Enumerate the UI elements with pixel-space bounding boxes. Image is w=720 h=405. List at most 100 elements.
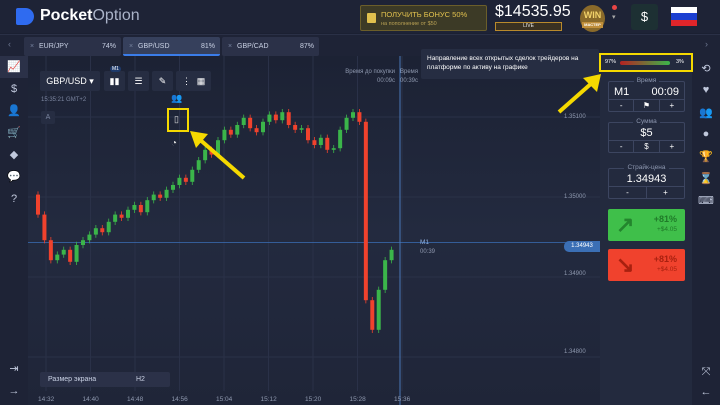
layout-grid-icon[interactable]: ▦ (191, 71, 211, 91)
x-tick: 14:40 (82, 396, 99, 403)
flag-icon[interactable]: ⚑ (634, 100, 660, 111)
chart-icon[interactable]: 📈 (0, 56, 28, 78)
candle-down (48, 240, 53, 261)
candle-down (100, 228, 105, 233)
header: PocketOption ПОЛУЧИТЬ БОНУС 50% на попол… (0, 0, 720, 33)
buy-profit: +$4.05 (656, 226, 677, 233)
coin-icon[interactable]: ● (702, 128, 710, 140)
help-icon[interactable]: ? (10, 193, 18, 205)
pie-chart-icon[interactable]: ◔ (171, 138, 178, 149)
candle-down (357, 112, 362, 122)
candle-down (370, 300, 375, 330)
close-icon[interactable]: × (228, 43, 233, 50)
strike-plus-button[interactable]: + (663, 188, 668, 197)
time-mode[interactable]: M1 (614, 86, 630, 98)
tab-label: EUR/JPY (39, 43, 69, 50)
strike-minus-button[interactable]: - (609, 187, 647, 198)
account-type-badge[interactable]: LIVE (495, 22, 562, 31)
sell-button[interactable]: ↘ +81% +$4.05 (608, 249, 685, 281)
time-minus-button[interactable]: - (609, 100, 635, 111)
candle-up (81, 240, 85, 245)
social-icon[interactable]: 👥 (699, 107, 713, 119)
asset-name: GBP/USD (46, 76, 87, 86)
level-badge[interactable]: WIN МАСТЕР (580, 5, 605, 32)
tab-gbp-usd[interactable]: × GBP/USD 81% (123, 37, 220, 56)
purchase-time-value: 00:09с (376, 78, 395, 84)
diamond-icon[interactable]: ◆ (9, 149, 19, 161)
candle-up (164, 189, 169, 198)
candle-up (351, 112, 355, 118)
arrow-pointer-left (190, 131, 246, 180)
time-plus-button[interactable]: + (669, 101, 675, 110)
y-tick: 1.34900 (564, 271, 586, 277)
arrow-up-right-icon: ↗ (616, 212, 635, 237)
tab-eur-jpy[interactable]: × EUR/JPY 74% (24, 37, 121, 56)
tab-label: GBP/USD (138, 43, 170, 50)
amount-minus-button[interactable]: - (609, 141, 635, 152)
dollar-icon[interactable]: $ (10, 83, 18, 95)
candle-down (42, 214, 47, 241)
interval-badge: M1 (110, 66, 121, 72)
traders-icon[interactable]: 👥 (171, 93, 183, 103)
balance[interactable]: $14535.95 (495, 3, 571, 20)
sentiment-buy: 3% (676, 59, 684, 65)
chat-icon[interactable]: 💬 (7, 171, 21, 183)
arrow-left-icon[interactable]: ← (700, 386, 712, 398)
screen-size-control[interactable]: Размер экрана H2 (40, 372, 170, 387)
left-sidebar: 📈 $ 👤 🛒 ◆ 💬 ? ⇥ → (0, 56, 28, 405)
time-value[interactable]: 00:09 (651, 86, 679, 98)
logo[interactable]: PocketOption (40, 7, 140, 25)
candle-up (190, 169, 195, 182)
deposit-button[interactable]: $ (631, 4, 658, 30)
candle-up (261, 121, 265, 133)
chevron-down-icon[interactable]: ▾ (612, 14, 616, 21)
asset-selector[interactable]: GBP/USD ▾ (40, 71, 100, 91)
chevron-left-icon[interactable]: ‹ (8, 39, 11, 49)
candle-down (306, 128, 310, 141)
timer-label: M1 (420, 239, 430, 246)
candle-up (331, 148, 336, 150)
settings-icon[interactable]: ☰ (128, 71, 149, 91)
close-icon[interactable]: × (30, 43, 35, 50)
indicator-button[interactable]: A (41, 111, 55, 124)
keyboard-icon[interactable]: ⌨ (698, 195, 714, 207)
hourglass-icon[interactable]: ⌛ (699, 173, 713, 185)
candle-up (61, 249, 66, 255)
x-tick: 14:48 (127, 396, 144, 403)
screen-size-value[interactable]: H2 (136, 376, 145, 383)
tab-gbp-cad[interactable]: × GBP/CAD 87% (222, 37, 319, 56)
pulse-icon[interactable]: ♥ (702, 84, 710, 96)
candles-layer (28, 56, 600, 405)
amount-plus-button[interactable]: + (669, 142, 675, 151)
cart-icon[interactable]: 🛒 (7, 127, 21, 139)
currency-button[interactable]: $ (634, 141, 660, 152)
candle-up (196, 160, 201, 170)
russia-flag-icon[interactable] (671, 7, 697, 26)
candle-up (126, 209, 130, 218)
strike-label: Страйк-цена (624, 164, 669, 171)
candle-up (338, 129, 343, 149)
candle-down (254, 128, 259, 133)
trophy-icon[interactable]: 🏆 (699, 151, 713, 163)
amount-input[interactable]: $5 (640, 127, 653, 139)
candle-up (151, 194, 156, 201)
fullscreen-icon[interactable]: ⤧ (701, 366, 711, 378)
purchase-time-label: Время до покупки (345, 69, 395, 75)
sentiment-icon[interactable]: ▯ (174, 114, 179, 124)
strike-input[interactable]: 1.34943 (626, 173, 667, 185)
drawing-icon[interactable]: ✎ (152, 71, 173, 91)
chevron-right-icon[interactable]: › (705, 39, 708, 49)
candle-up (267, 114, 272, 122)
user-icon[interactable]: 👤 (7, 105, 21, 117)
history-icon[interactable]: ⟲ (701, 63, 711, 75)
arrow-right-icon[interactable]: → (8, 385, 20, 397)
bonus-button[interactable]: ПОЛУЧИТЬ БОНУС 50% на пополнение от $50 (360, 5, 487, 31)
buy-button[interactable]: ↗ +81% +$4.05 (608, 209, 685, 241)
price-chart[interactable]: GBP/USD ▾ ▮▮ M1 ☰ ✎ ⋮ ▦ 15:35:21 GMT+2 A… (28, 56, 600, 405)
close-icon[interactable]: × (129, 43, 134, 50)
chart-type-button[interactable]: ▮▮ (104, 71, 125, 91)
logout-icon[interactable]: ⇥ (9, 363, 19, 375)
candle-up (383, 260, 388, 290)
notification-dot (612, 5, 617, 10)
candle-up (93, 228, 98, 235)
